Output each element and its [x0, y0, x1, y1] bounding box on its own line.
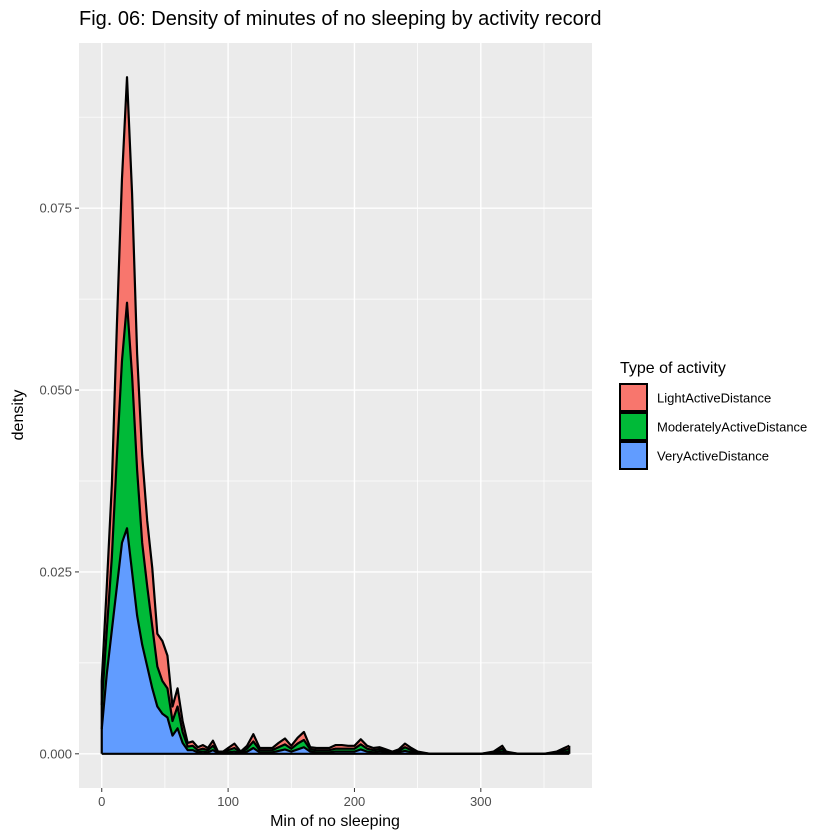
grid-minor: [79, 43, 592, 788]
y-axis: 0.000 0.025 0.050 0.075: [39, 201, 79, 761]
legend-key-moderately-active: [619, 412, 648, 441]
density-outlines: [100, 76, 571, 755]
y-axis-title: density: [10, 390, 27, 441]
legend: Type of activity LightActiveDistance Mode…: [619, 360, 807, 470]
legend-label: ModeratelyActiveDistance: [657, 420, 807, 435]
legend-key-light-active: [619, 383, 648, 412]
x-tick-label: 200: [344, 794, 366, 809]
x-tick-label: 300: [470, 794, 492, 809]
legend-items: LightActiveDistance ModeratelyActiveDista…: [619, 383, 807, 470]
x-tick-label: 0: [98, 794, 105, 809]
x-tick-label: 100: [217, 794, 239, 809]
y-tick-label: 0.050: [39, 383, 72, 398]
chart-title: Fig. 06: Density of minutes of no sleepi…: [79, 8, 601, 30]
y-tick-label: 0.075: [39, 201, 72, 216]
x-axis: 0 100 200 300: [98, 788, 492, 809]
legend-label: VeryActiveDistance: [657, 449, 769, 464]
legend-title: Type of activity: [620, 360, 726, 377]
y-tick-label: 0.025: [39, 564, 72, 579]
legend-key-very-active: [619, 441, 648, 470]
x-axis-title: Min of no sleeping: [270, 813, 400, 830]
very-active-area: [101, 528, 570, 754]
density-areas: [101, 77, 570, 754]
legend-label: LightActiveDistance: [657, 391, 771, 406]
grid-major: [79, 43, 592, 788]
y-tick-label: 0.000: [39, 746, 72, 761]
